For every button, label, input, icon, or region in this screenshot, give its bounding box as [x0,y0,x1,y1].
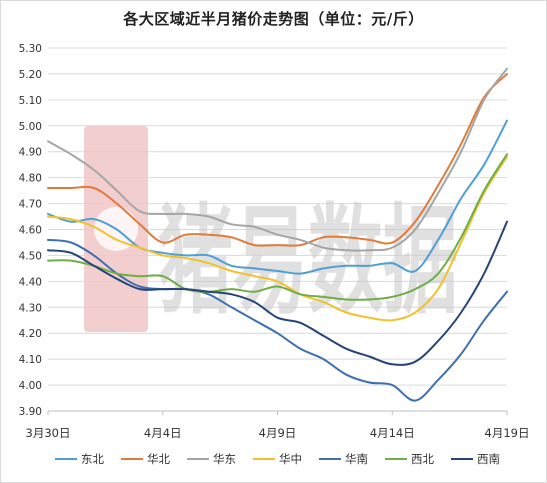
legend-label: 华南 [345,452,368,466]
y-tick-label: 4.20 [19,328,42,340]
legend-label: 华北 [147,452,170,466]
series-line-1 [47,119,508,275]
y-tick-label: 4.40 [19,276,42,288]
x-tick-label: 4月4日 [144,426,182,440]
series-line-2 [47,72,508,247]
y-tick-label: 4.60 [19,225,42,237]
y-tick-label: 4.30 [19,302,42,314]
series-line-6 [47,153,508,301]
y-tick-label: 5.00 [19,121,42,133]
legend-label: 西南 [477,452,500,466]
chart-title: 各大区域近半月猪价走势图（单位：元/斤） [123,10,424,28]
watermark-text: 猪易数据 [158,191,458,330]
series-line-3 [47,67,508,252]
legend-label: 华中 [279,452,302,466]
y-tick-label: 4.50 [19,250,42,262]
y-tick-label: 5.10 [19,95,42,107]
series-line-7 [47,220,508,366]
legend-label: 华东 [213,452,236,466]
y-tick-label: 4.90 [19,147,42,159]
x-tick-label: 4月19日 [485,426,530,440]
y-tick-label: 4.70 [19,199,42,211]
x-tick-label: 3月30日 [26,426,71,440]
x-tick-label: 4月14日 [370,426,415,440]
y-tick-label: 3.90 [19,406,42,418]
y-tick-label: 5.20 [19,69,42,81]
y-tick-label: 4.80 [19,173,42,185]
series-line-4 [47,155,508,322]
legend-label: 东北 [81,452,104,466]
legend-label: 西北 [411,452,434,466]
series-line-5 [47,238,508,402]
y-tick-label: 5.30 [19,43,42,55]
y-tick-label: 4.00 [19,380,42,392]
y-tick-label: 4.10 [19,354,42,366]
x-tick-label: 4月9日 [259,426,297,440]
